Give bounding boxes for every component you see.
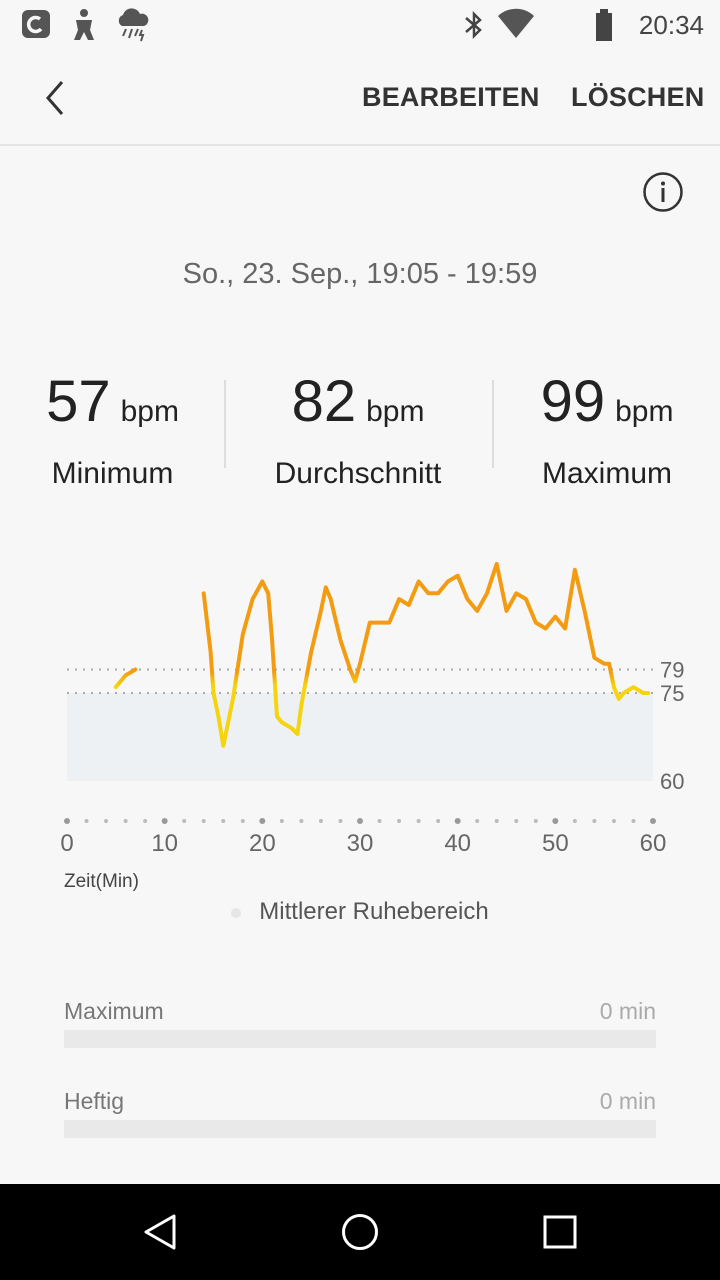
stat-maximum-label: Maximum — [541, 457, 672, 490]
x-axis-label: Zeit(Min) — [64, 871, 139, 892]
heart-rate-line — [113, 667, 138, 690]
back-nav-icon[interactable] — [140, 1212, 180, 1252]
x-axis-dot — [592, 819, 597, 823]
x-axis-dot — [299, 819, 304, 823]
back-arrow-icon[interactable] — [36, 76, 76, 120]
status-time: 20:34 — [638, 10, 704, 40]
heart-rate-line — [201, 561, 651, 748]
stat-average-label: Durchschnitt — [274, 457, 442, 490]
x-axis-dot — [572, 819, 577, 823]
x-tick-label: 10 — [151, 830, 178, 857]
x-axis-dot — [631, 819, 636, 823]
stat-maximum: 99 bpm Maximum — [522, 368, 692, 491]
stat-average-value: 82 — [291, 369, 357, 434]
x-axis-dot — [533, 819, 538, 823]
x-axis-dot — [338, 819, 343, 823]
zone-bar — [64, 1120, 656, 1138]
x-axis-dot — [123, 819, 128, 823]
x-axis-dot — [514, 819, 519, 823]
x-axis-dot — [397, 819, 402, 823]
person-icon — [74, 9, 94, 40]
stat-maximum-unit: bpm — [615, 395, 674, 428]
x-axis-dot — [201, 819, 206, 823]
stat-minimum-value: 57 — [46, 369, 111, 434]
x-axis-dot — [454, 818, 461, 824]
x-axis-dot — [416, 819, 421, 823]
x-axis-dot — [161, 818, 168, 824]
stat-average: 82 bpm Durchschnitt — [258, 368, 458, 491]
x-axis-dot — [475, 819, 480, 823]
legend-dot — [231, 907, 242, 918]
zone-name: Maximum — [64, 998, 164, 1024]
info-icon[interactable] — [642, 171, 684, 213]
x-axis-dot — [64, 818, 70, 824]
edit-button[interactable]: BEARBEITEN — [362, 82, 540, 112]
x-axis-dot — [494, 819, 499, 823]
rest-range-area — [67, 693, 653, 781]
status-bar: 20:34 — [0, 0, 720, 50]
date-range: So., 23. Sep., 19:05 - 19:59 — [182, 258, 538, 290]
x-tick-label: 0 — [60, 830, 73, 857]
x-axis-dot — [377, 819, 382, 823]
y-tick-label: 60 — [660, 769, 684, 794]
battery-icon — [596, 9, 612, 41]
zone-bar — [64, 1030, 656, 1048]
x-tick-label: 50 — [542, 830, 569, 857]
recents-nav-icon[interactable] — [542, 1214, 578, 1250]
bluetooth-icon — [465, 10, 482, 40]
chart-legend: Mittlerer Ruhebereich — [0, 898, 720, 926]
x-axis-dot — [221, 819, 226, 823]
wifi-icon — [498, 8, 534, 39]
zone-name: Heftig — [64, 1088, 125, 1114]
x-axis-dot — [279, 819, 284, 823]
x-axis-dot — [143, 819, 148, 823]
home-nav-icon[interactable] — [340, 1212, 380, 1252]
delete-button[interactable]: LÖSCHEN — [571, 82, 705, 112]
x-axis-dot — [436, 819, 441, 823]
x-axis-dot — [318, 819, 323, 823]
x-axis-dot — [182, 819, 187, 823]
x-axis-dot — [84, 819, 89, 823]
x-axis-dot — [611, 819, 616, 823]
zone-value: 0 min — [599, 998, 656, 1024]
y-tick-label: 75 — [660, 681, 684, 706]
x-axis-dot — [259, 818, 266, 824]
x-tick-label: 20 — [249, 830, 276, 857]
stat-average-unit: bpm — [366, 395, 425, 428]
stat-minimum-unit: bpm — [120, 395, 179, 428]
x-axis-dot — [240, 819, 245, 823]
x-tick-label: 60 — [640, 830, 667, 857]
stat-divider — [224, 380, 226, 468]
legend-label: Mittlerer Ruhebereich — [259, 898, 489, 925]
x-axis-dot — [357, 818, 363, 824]
weather-storm-icon — [118, 8, 149, 42]
zone-value: 0 min — [599, 1088, 656, 1114]
x-axis-dot — [104, 819, 109, 823]
stat-minimum: 57 bpm Minimum — [30, 368, 195, 491]
y-tick-label: 79 — [660, 658, 684, 683]
x-axis-dot — [650, 818, 656, 824]
x-tick-label: 30 — [347, 830, 374, 857]
app-c-icon — [22, 10, 50, 38]
stat-maximum-value: 99 — [540, 369, 606, 434]
stat-divider — [492, 380, 494, 468]
stat-minimum-label: Minimum — [51, 457, 174, 490]
x-tick-label: 40 — [444, 830, 471, 857]
app-bar: BEARBEITEN LÖSCHEN — [0, 50, 720, 146]
navigation-bar — [0, 1184, 720, 1280]
x-axis-dot — [552, 818, 559, 824]
